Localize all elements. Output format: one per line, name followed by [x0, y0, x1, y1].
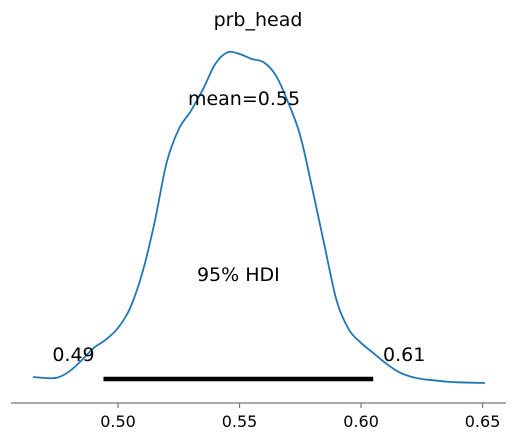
- x-tick-label: 0.55: [222, 412, 258, 431]
- mean-label: mean=0.55: [188, 88, 300, 110]
- hdi-high-label: 0.61: [383, 344, 425, 366]
- x-tick-label: 0.65: [465, 412, 501, 431]
- density-line-0: [32, 50, 486, 384]
- hdi-label: 95% HDI: [197, 264, 280, 286]
- x-ticks: 0.50 0.55 0.60 0.65: [100, 403, 500, 431]
- x-tick-label: 0.60: [343, 412, 379, 431]
- x-tick-label: 0.50: [100, 412, 136, 431]
- density-group: [32, 50, 486, 384]
- chart-title: prb_head: [214, 9, 303, 31]
- hdi-low-label: 0.49: [52, 344, 94, 366]
